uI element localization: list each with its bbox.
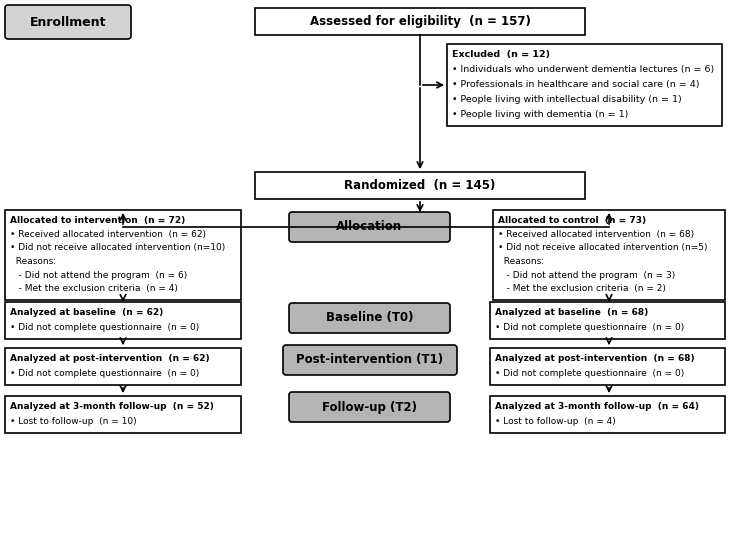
Text: Enrollment: Enrollment bbox=[30, 15, 106, 28]
Text: • Received allocated intervention  (n = 68): • Received allocated intervention (n = 6… bbox=[498, 230, 694, 239]
FancyBboxPatch shape bbox=[5, 5, 131, 39]
Text: - Met the exclusion criteria  (n = 4): - Met the exclusion criteria (n = 4) bbox=[10, 285, 178, 293]
Text: Analyzed at post-intervention  (n = 68): Analyzed at post-intervention (n = 68) bbox=[495, 354, 695, 363]
Text: Reasons:: Reasons: bbox=[10, 257, 56, 266]
Text: Excluded  (n = 12): Excluded (n = 12) bbox=[452, 51, 550, 59]
Text: • Did not complete questionnaire  (n = 0): • Did not complete questionnaire (n = 0) bbox=[495, 323, 685, 332]
Text: Assessed for eligibility  (n = 157): Assessed for eligibility (n = 157) bbox=[310, 15, 531, 28]
Bar bbox=[447, 44, 722, 126]
Text: Analyzed at baseline  (n = 68): Analyzed at baseline (n = 68) bbox=[495, 308, 648, 317]
Text: • Received allocated intervention  (n = 62): • Received allocated intervention (n = 6… bbox=[10, 230, 206, 239]
Text: Allocation: Allocation bbox=[337, 220, 402, 233]
Text: Randomized  (n = 145): Randomized (n = 145) bbox=[344, 179, 496, 192]
Text: Analyzed at post-intervention  (n = 62): Analyzed at post-intervention (n = 62) bbox=[10, 354, 210, 363]
Text: - Met the exclusion criteria  (n = 2): - Met the exclusion criteria (n = 2) bbox=[498, 285, 666, 293]
Text: Analyzed at baseline  (n = 62): Analyzed at baseline (n = 62) bbox=[10, 308, 163, 317]
Text: Allocated to control  (n = 73): Allocated to control (n = 73) bbox=[498, 216, 646, 225]
Bar bbox=[255, 172, 585, 199]
Text: Analyzed at 3-month follow-up  (n = 52): Analyzed at 3-month follow-up (n = 52) bbox=[10, 401, 214, 411]
Text: - Did not attend the program  (n = 6): - Did not attend the program (n = 6) bbox=[10, 270, 187, 280]
Text: - Did not attend the program  (n = 3): - Did not attend the program (n = 3) bbox=[498, 270, 675, 280]
Text: • Did not complete questionnaire  (n = 0): • Did not complete questionnaire (n = 0) bbox=[495, 369, 685, 378]
Text: • Lost to follow-up  (n = 10): • Lost to follow-up (n = 10) bbox=[10, 417, 136, 426]
Text: • Did not receive allocated intervention (n=10): • Did not receive allocated intervention… bbox=[10, 243, 225, 252]
Bar bbox=[5, 396, 241, 433]
FancyBboxPatch shape bbox=[289, 303, 450, 333]
FancyBboxPatch shape bbox=[289, 392, 450, 422]
Bar bbox=[493, 210, 725, 300]
Text: • People living with dementia (n = 1): • People living with dementia (n = 1) bbox=[452, 110, 628, 119]
Bar bbox=[490, 302, 725, 339]
Text: Baseline (T0): Baseline (T0) bbox=[326, 312, 413, 325]
Bar bbox=[490, 348, 725, 385]
Text: • Professionals in healthcare and social care (n = 4): • Professionals in healthcare and social… bbox=[452, 80, 700, 89]
Bar bbox=[5, 348, 241, 385]
FancyBboxPatch shape bbox=[289, 212, 450, 242]
Bar bbox=[5, 210, 241, 300]
Text: Analyzed at 3-month follow-up  (n = 64): Analyzed at 3-month follow-up (n = 64) bbox=[495, 401, 699, 411]
Bar bbox=[255, 8, 585, 35]
Text: Post-intervention (T1): Post-intervention (T1) bbox=[297, 354, 443, 367]
Text: Follow-up (T2): Follow-up (T2) bbox=[322, 400, 417, 413]
Text: Reasons:: Reasons: bbox=[498, 257, 544, 266]
Text: • Did not complete questionnaire  (n = 0): • Did not complete questionnaire (n = 0) bbox=[10, 323, 199, 332]
Text: • People living with intellectual disability (n = 1): • People living with intellectual disabi… bbox=[452, 95, 682, 104]
Text: Allocated to intervention  (n = 72): Allocated to intervention (n = 72) bbox=[10, 216, 185, 225]
Text: • Did not receive allocated intervention (n=5): • Did not receive allocated intervention… bbox=[498, 243, 708, 252]
Text: • Individuals who underwent dementia lectures (n = 6): • Individuals who underwent dementia lec… bbox=[452, 65, 714, 74]
Text: • Lost to follow-up  (n = 4): • Lost to follow-up (n = 4) bbox=[495, 417, 616, 426]
FancyBboxPatch shape bbox=[283, 345, 457, 375]
Bar bbox=[490, 396, 725, 433]
Bar bbox=[5, 302, 241, 339]
Text: • Did not complete questionnaire  (n = 0): • Did not complete questionnaire (n = 0) bbox=[10, 369, 199, 378]
